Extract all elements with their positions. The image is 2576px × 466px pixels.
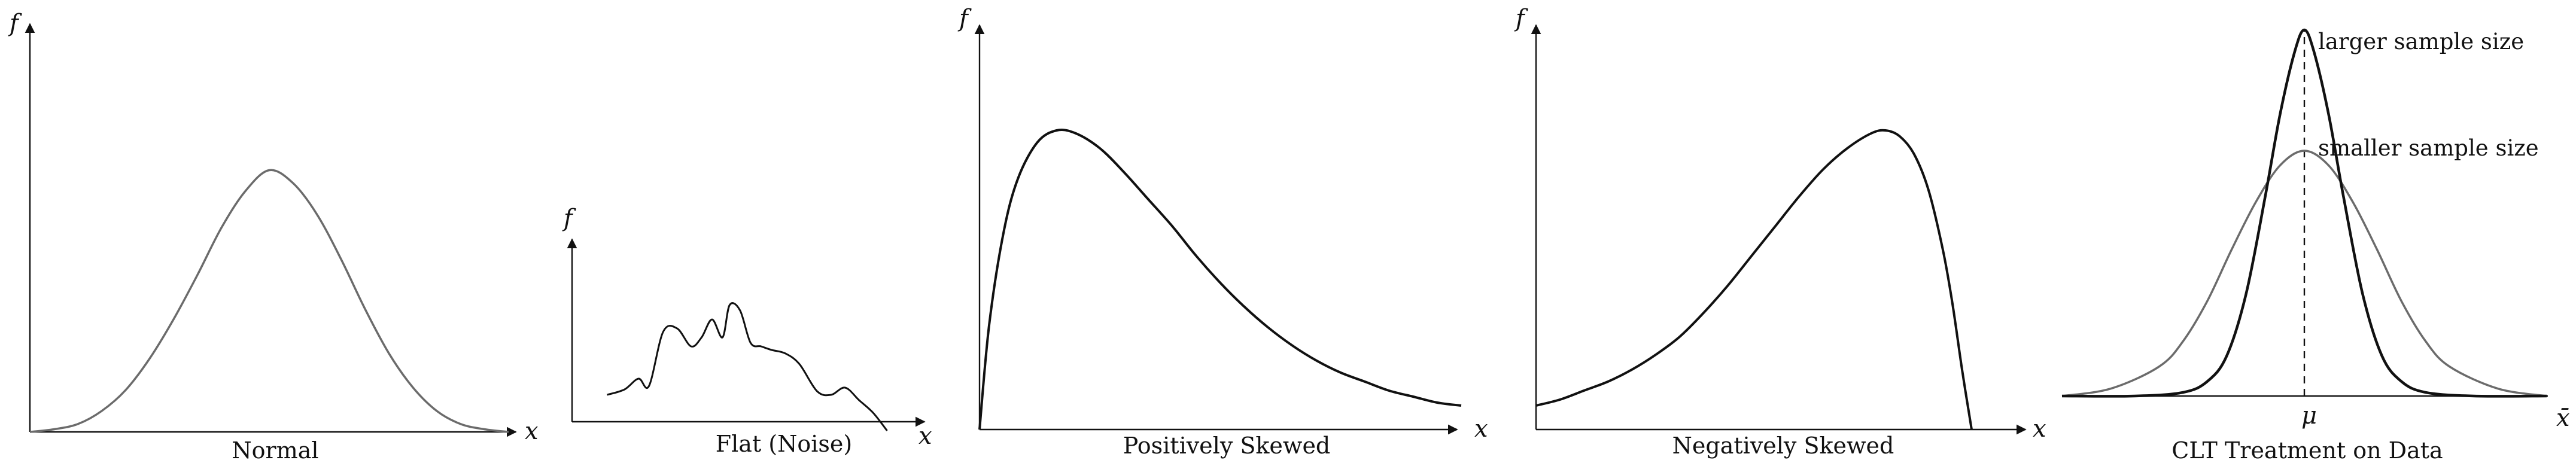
clt-larger-sample-curve [2061,28,2547,398]
neg-caption: Negatively Skewed [1672,433,1894,459]
clt-smaller-legend: smaller sample size [2318,135,2539,161]
flat-y-label: f [562,205,576,232]
clt-mean-label: μ [2301,402,2317,430]
chart-negatively-skewed: f x Negatively Skewed [1514,5,2046,459]
chart-positively-skewed: f x Positively Skewed [957,5,1488,459]
flat-caption: Flat (Noise) [716,431,852,457]
chart-clt-treatment: larger sample size smaller sample size μ… [2061,28,2570,464]
negatively-skewed-curve [1535,129,1973,430]
chart-flat-noise: f x Flat (Noise) [562,205,932,457]
pos-caption: Positively Skewed [1123,433,1331,459]
neg-x-label: x [2033,415,2046,443]
clt-x-label: x̄ [2556,404,2570,432]
pos-y-label: f [957,5,972,32]
clt-smaller-sample-curve [2061,150,2547,397]
clt-caption: CLT Treatment on Data [2171,437,2443,464]
neg-y-label: f [1514,5,1528,32]
normal-y-label: f [8,10,22,37]
pos-x-label: x [1474,415,1488,443]
normal-x-label: x [525,418,539,445]
normal-caption: Normal [232,437,318,464]
clt-larger-legend: larger sample size [2318,29,2524,54]
normal-curve [29,169,509,433]
flat-x-label: x [919,422,932,450]
flat-noise-curve [607,302,888,431]
positively-skewed-curve [978,129,1462,430]
chart-normal: f x Normal [8,10,539,464]
